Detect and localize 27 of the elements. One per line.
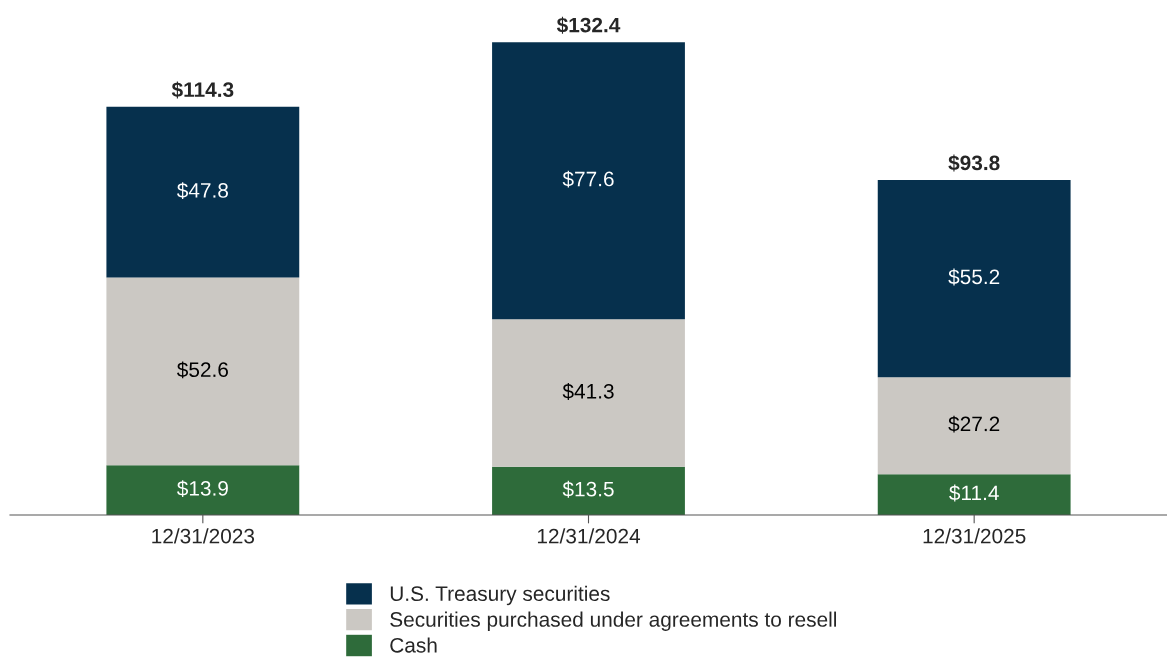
bar (877, 180, 1071, 378)
bar (492, 319, 685, 467)
total-label: $132.4 (556, 16, 621, 34)
legend-label: U.S. Treasury securities (390, 585, 610, 606)
data-label: $41.3 (562, 383, 614, 400)
total-label: $93.8 (948, 154, 1000, 172)
total-label: $114.3 (171, 81, 234, 99)
x-tick-label: 12/31/2024 (537, 528, 641, 544)
x-tick-label: 12/31/2025 (923, 528, 1026, 544)
bar (877, 474, 1071, 515)
data-label: $13.9 (176, 480, 228, 498)
data-label: $55.2 (948, 268, 1000, 286)
bar (106, 277, 300, 466)
x-tick-label: 12/31/2023 (152, 528, 255, 544)
bar (492, 42, 685, 320)
data-label: $13.5 (562, 480, 614, 498)
bar (492, 466, 685, 515)
bar (106, 465, 300, 515)
data-label: $52.6 (176, 361, 228, 379)
legend-label: Cash (390, 637, 437, 653)
data-label: $77.6 (562, 170, 614, 188)
bar (106, 106, 300, 278)
data-label: $11.4 (949, 484, 999, 502)
data-label: $47.8 (176, 182, 228, 200)
bar (877, 377, 1071, 475)
legend-label: Securities purchased under agreements to resell (390, 611, 837, 631)
data-label: $27.2 (948, 415, 1000, 433)
